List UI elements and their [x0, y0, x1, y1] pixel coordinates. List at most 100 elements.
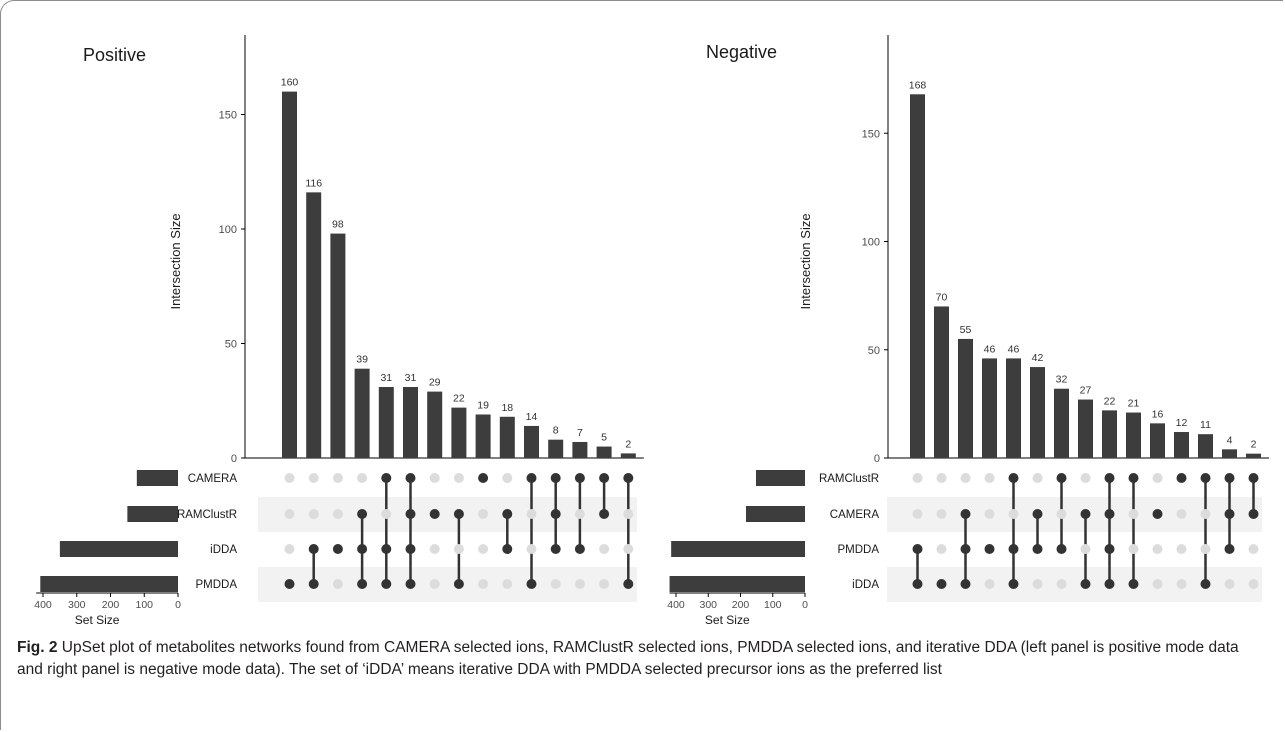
positive-set-size-label: Set Size — [75, 613, 120, 627]
negative-intersection-bar — [1126, 412, 1141, 458]
negative-matrix-dot-inactive — [912, 473, 923, 483]
positive-matrix-dot-inactive — [284, 544, 295, 554]
negative-intersection-bar — [910, 94, 925, 458]
negative-matrix-dot-active — [912, 579, 923, 589]
negative-bar-value-label: 46 — [984, 343, 996, 355]
positive-matrix-dot-inactive — [429, 579, 440, 589]
positive-matrix-dot-inactive — [284, 473, 295, 483]
positive-set-name-label: PMDDA — [195, 579, 237, 591]
negative-y-tick-label: 0 — [874, 453, 880, 465]
negative-matrix-dot-inactive — [936, 473, 947, 483]
positive-y-tick-label: 50 — [225, 339, 237, 351]
negative-intersection-bar — [958, 338, 973, 458]
positive-matrix-dot-inactive — [381, 509, 392, 519]
negative-matrix-dot-active — [1104, 509, 1115, 519]
negative-matrix-dot-active — [1080, 509, 1091, 519]
left-panel-title: Positive — [83, 45, 147, 65]
negative-matrix-dot-active — [1056, 544, 1067, 554]
negative-bar-value-label: 46 — [1008, 343, 1020, 355]
negative-matrix-dot-active — [1248, 509, 1259, 519]
positive-intersection-bar — [427, 391, 443, 458]
negative-set-name-label: PMDDA — [837, 544, 879, 556]
negative-bar-value-label: 32 — [1056, 374, 1068, 386]
negative-matrix-dot-inactive — [1152, 473, 1163, 483]
negative-matrix-dot-active — [1032, 509, 1043, 519]
positive-bar-value-label: 5 — [601, 432, 607, 444]
negative-matrix-dot-inactive — [1248, 579, 1259, 589]
negative-matrix-dot-active — [960, 579, 971, 589]
negative-matrix-dot-active — [1104, 473, 1115, 483]
negative-bar-value-label: 42 — [1032, 352, 1044, 364]
negative-matrix-dot-active — [1008, 473, 1019, 483]
positive-matrix-dot-active — [405, 544, 416, 554]
positive-matrix-dot-active — [332, 544, 343, 554]
positive-y-tick-label: 100 — [219, 224, 237, 236]
positive-matrix-dot-active — [574, 473, 585, 483]
negative-intersection-bar — [1198, 434, 1213, 458]
negative-matrix-stripe — [887, 497, 1262, 532]
negative-matrix-dot-inactive — [1200, 509, 1211, 519]
positive-bar-value-label: 22 — [453, 393, 465, 405]
negative-y-tick-label: 150 — [862, 128, 880, 140]
positive-matrix-dot-active — [453, 579, 464, 589]
negative-matrix-dot-active — [1200, 579, 1211, 589]
positive-bar-value-label: 8 — [553, 425, 559, 437]
positive-matrix-dot-inactive — [429, 544, 440, 554]
positive-matrix-dot-active — [599, 509, 610, 519]
positive-set-size-bar — [127, 506, 178, 522]
negative-matrix-dot-inactive — [984, 579, 995, 589]
positive-matrix-dot-inactive — [502, 579, 513, 589]
negative-matrix-dot-active — [1104, 544, 1115, 554]
negative-matrix-dot-inactive — [936, 544, 947, 554]
positive-intersection-bar — [475, 414, 491, 458]
positive-set-size-tick-label: 0 — [175, 599, 181, 611]
positive-matrix-dot-active — [502, 509, 513, 519]
negative-matrix-dot-inactive — [1128, 509, 1139, 519]
positive-bar-value-label: 18 — [501, 402, 513, 414]
positive-intersection-bar — [548, 439, 564, 458]
positive-matrix-dot-active — [550, 544, 561, 554]
negative-set-size-bar — [755, 470, 805, 486]
positive-bar-value-label: 116 — [305, 177, 322, 189]
positive-bar-value-label: 19 — [477, 399, 489, 411]
positive-matrix-dot-active — [405, 473, 416, 483]
negative-matrix-dot-inactive — [1176, 579, 1187, 589]
positive-matrix-dot-inactive — [332, 509, 343, 519]
positive-matrix-dot-active — [526, 579, 537, 589]
positive-matrix-dot-active — [478, 473, 489, 483]
negative-matrix-dot-inactive — [1152, 579, 1163, 589]
positive-matrix-dot-active — [550, 509, 561, 519]
negative-intersection-bar — [1078, 399, 1093, 458]
negative-bar-value-label: 16 — [1152, 408, 1164, 420]
positive-intersection-bar — [451, 407, 467, 458]
negative-matrix-dot-active — [1152, 509, 1163, 519]
negative-set-size-tick-label: 200 — [732, 599, 750, 611]
positive-matrix-dot-inactive — [308, 473, 319, 483]
negative-matrix-dot-active — [1224, 509, 1235, 519]
positive-set-name-label: CAMERA — [188, 473, 238, 485]
negative-set-size-label: Set Size — [705, 613, 750, 627]
positive-matrix-dot-inactive — [526, 544, 537, 554]
negative-intersection-bar — [1054, 388, 1069, 458]
negative-intersection-bar — [1174, 432, 1189, 458]
negative-y-tick-label: 100 — [862, 237, 880, 249]
positive-matrix-dot-inactive — [453, 544, 464, 554]
negative-matrix-dot-active — [1104, 579, 1115, 589]
positive-set-size-bar — [136, 470, 178, 486]
positive-set-size-tick-label: 300 — [68, 599, 86, 611]
negative-matrix-dot-inactive — [984, 473, 995, 483]
negative-y-tick-label: 50 — [868, 345, 880, 357]
negative-set-size-bar — [669, 576, 805, 592]
negative-bar-value-label: 70 — [936, 291, 948, 303]
negative-matrix-dot-active — [1128, 473, 1139, 483]
positive-matrix-dot-inactive — [574, 509, 585, 519]
negative-matrix-dot-active — [1224, 473, 1235, 483]
negative-bar-value-label: 12 — [1176, 417, 1188, 429]
negative-matrix-dot-inactive — [1176, 544, 1187, 554]
positive-bar-value-label: 29 — [429, 377, 441, 389]
positive-bar-value-label: 31 — [380, 372, 392, 384]
positive-matrix-dot-active — [357, 544, 368, 554]
positive-set-size-tick-label: 200 — [102, 599, 120, 611]
positive-set-size-bar — [40, 576, 178, 592]
